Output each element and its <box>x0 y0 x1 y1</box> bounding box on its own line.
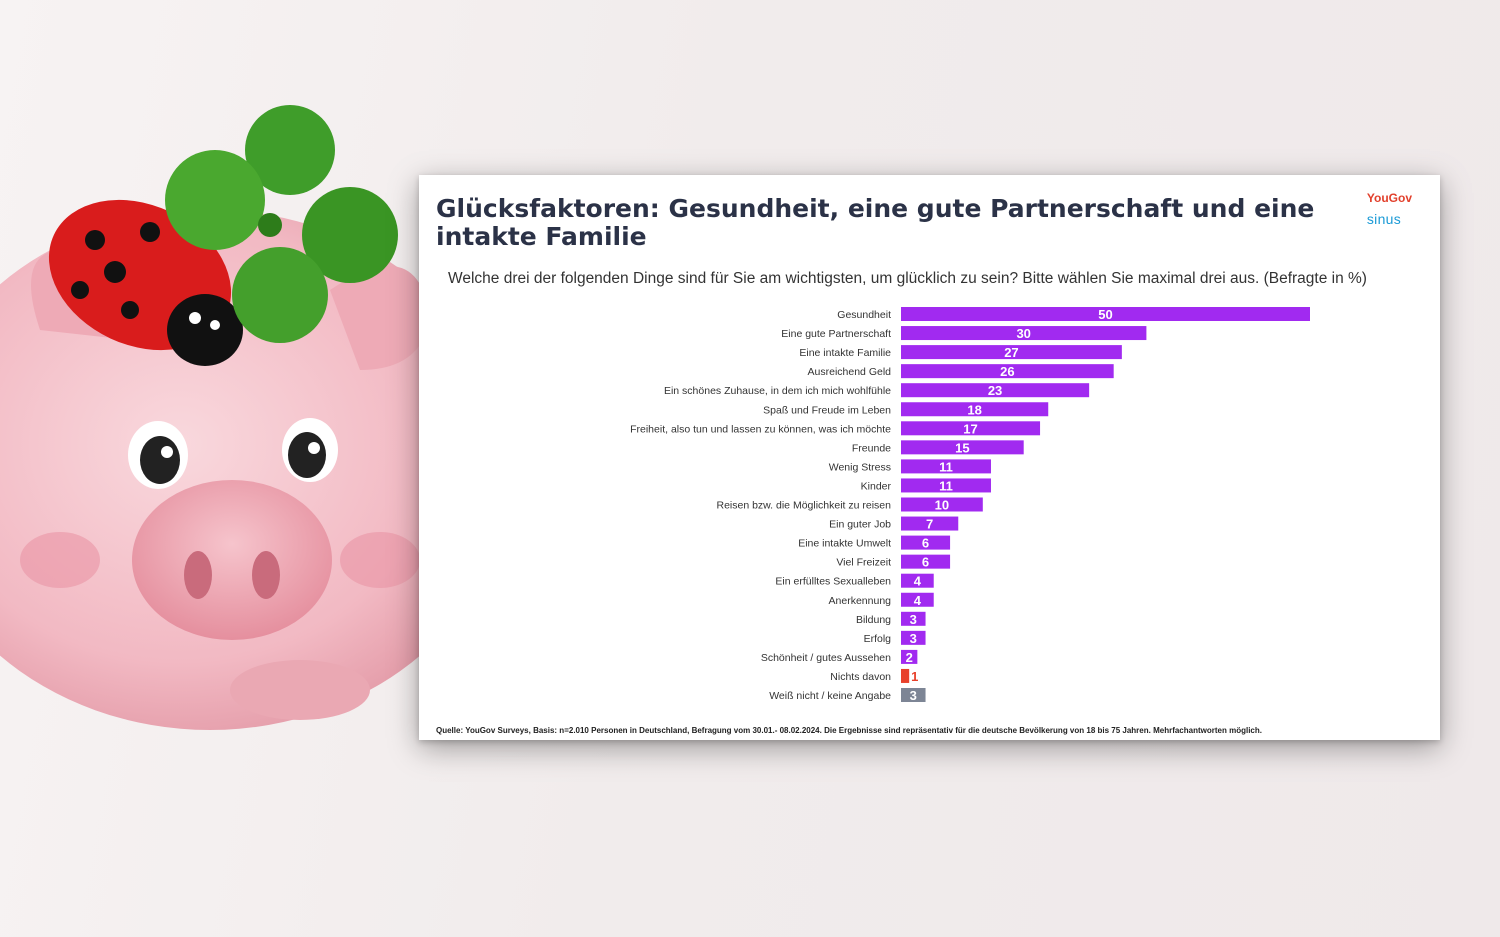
data-label: 6 <box>922 536 929 551</box>
category-label: Eine gute Partnerschaft <box>781 328 891 340</box>
bar <box>901 307 1310 321</box>
data-label: 27 <box>1004 345 1018 360</box>
category-label: Spaß und Freude im Leben <box>763 404 891 416</box>
category-label: Nichts davon <box>830 671 891 683</box>
category-label: Reisen bzw. die Möglichkeit zu reisen <box>716 500 891 512</box>
bar <box>901 421 1041 436</box>
bar <box>901 364 1114 379</box>
category-label: Ein guter Job <box>829 519 891 531</box>
data-label: 30 <box>1016 326 1030 341</box>
data-label: 15 <box>955 440 969 455</box>
bar <box>901 535 951 550</box>
data-label: 6 <box>922 555 929 570</box>
category-label: Eine intakte Familie <box>799 347 891 359</box>
category-label: Weiß nicht / keine Angabe <box>769 690 891 702</box>
piggy-bank-illustration <box>0 105 510 730</box>
data-label: 23 <box>988 383 1002 398</box>
bar-chart: Gesundheit 50 Eine gute Partnerschaft 30 Ein… <box>630 307 1310 703</box>
category-label: Eine intakte Umwelt <box>798 538 891 550</box>
bar <box>901 630 926 645</box>
chart-card: Glücksfaktoren: Gesundheit, eine gute Pa… <box>419 175 1440 740</box>
bar <box>901 611 926 626</box>
data-label: 3 <box>910 612 917 627</box>
bar <box>901 383 1090 398</box>
data-label: 17 <box>963 421 977 436</box>
data-label: 2 <box>906 650 913 665</box>
category-label: Erfolg <box>864 633 892 645</box>
data-label: 3 <box>910 631 917 646</box>
category-label: Freiheit, also tun und lassen zu können,… <box>630 423 891 435</box>
chart-title: Glücksfaktoren: Gesundheit, eine gute Pa… <box>436 194 1315 251</box>
data-label: 26 <box>1000 364 1014 379</box>
data-label: 1 <box>911 669 918 684</box>
bar <box>901 402 1049 417</box>
source-note: Quelle: YouGov Surveys, Basis: n=2.010 P… <box>436 726 1262 735</box>
bar <box>901 573 934 588</box>
category-label: Freunde <box>852 442 891 454</box>
category-label: Ein schönes Zuhause, in dem ich mich woh… <box>664 385 891 397</box>
category-label: Ein erfülltes Sexualleben <box>775 576 891 588</box>
bar <box>901 497 983 512</box>
bar <box>901 478 991 493</box>
bar <box>901 440 1024 455</box>
data-label: 50 <box>1098 307 1112 322</box>
data-label: 7 <box>926 517 933 532</box>
category-label: Gesundheit <box>837 309 891 321</box>
bar <box>901 516 959 531</box>
yougov-logo: YouGov <box>1366 191 1412 205</box>
data-label: 10 <box>935 498 949 513</box>
bar <box>901 345 1122 360</box>
bar <box>901 326 1147 341</box>
data-label: 11 <box>939 478 953 493</box>
brand-logo: YouGov sinus <box>1367 191 1412 227</box>
category-label: Bildung <box>856 614 891 626</box>
bar <box>901 649 918 664</box>
bar <box>901 668 910 683</box>
data-label: 11 <box>939 459 953 474</box>
category-label: Anerkennung <box>829 595 892 607</box>
data-label: 3 <box>910 688 917 703</box>
four-leaf-clover-icon <box>165 105 398 343</box>
category-label: Ausreichend Geld <box>808 366 892 378</box>
bar <box>901 688 926 702</box>
bar <box>901 459 991 474</box>
category-label: Schönheit / gutes Aussehen <box>761 652 891 664</box>
category-label: Viel Freizeit <box>836 557 891 569</box>
data-label: 18 <box>967 402 981 417</box>
chart-subtitle: Welche drei der folgenden Dinge sind für… <box>448 270 1367 287</box>
bar <box>901 554 951 569</box>
category-label: Kinder <box>861 480 892 492</box>
category-label: Wenig Stress <box>829 461 891 473</box>
sinus-logo: sinus <box>1366 211 1402 227</box>
bar <box>901 592 934 607</box>
data-label: 4 <box>914 574 922 589</box>
data-label: 4 <box>914 593 922 608</box>
